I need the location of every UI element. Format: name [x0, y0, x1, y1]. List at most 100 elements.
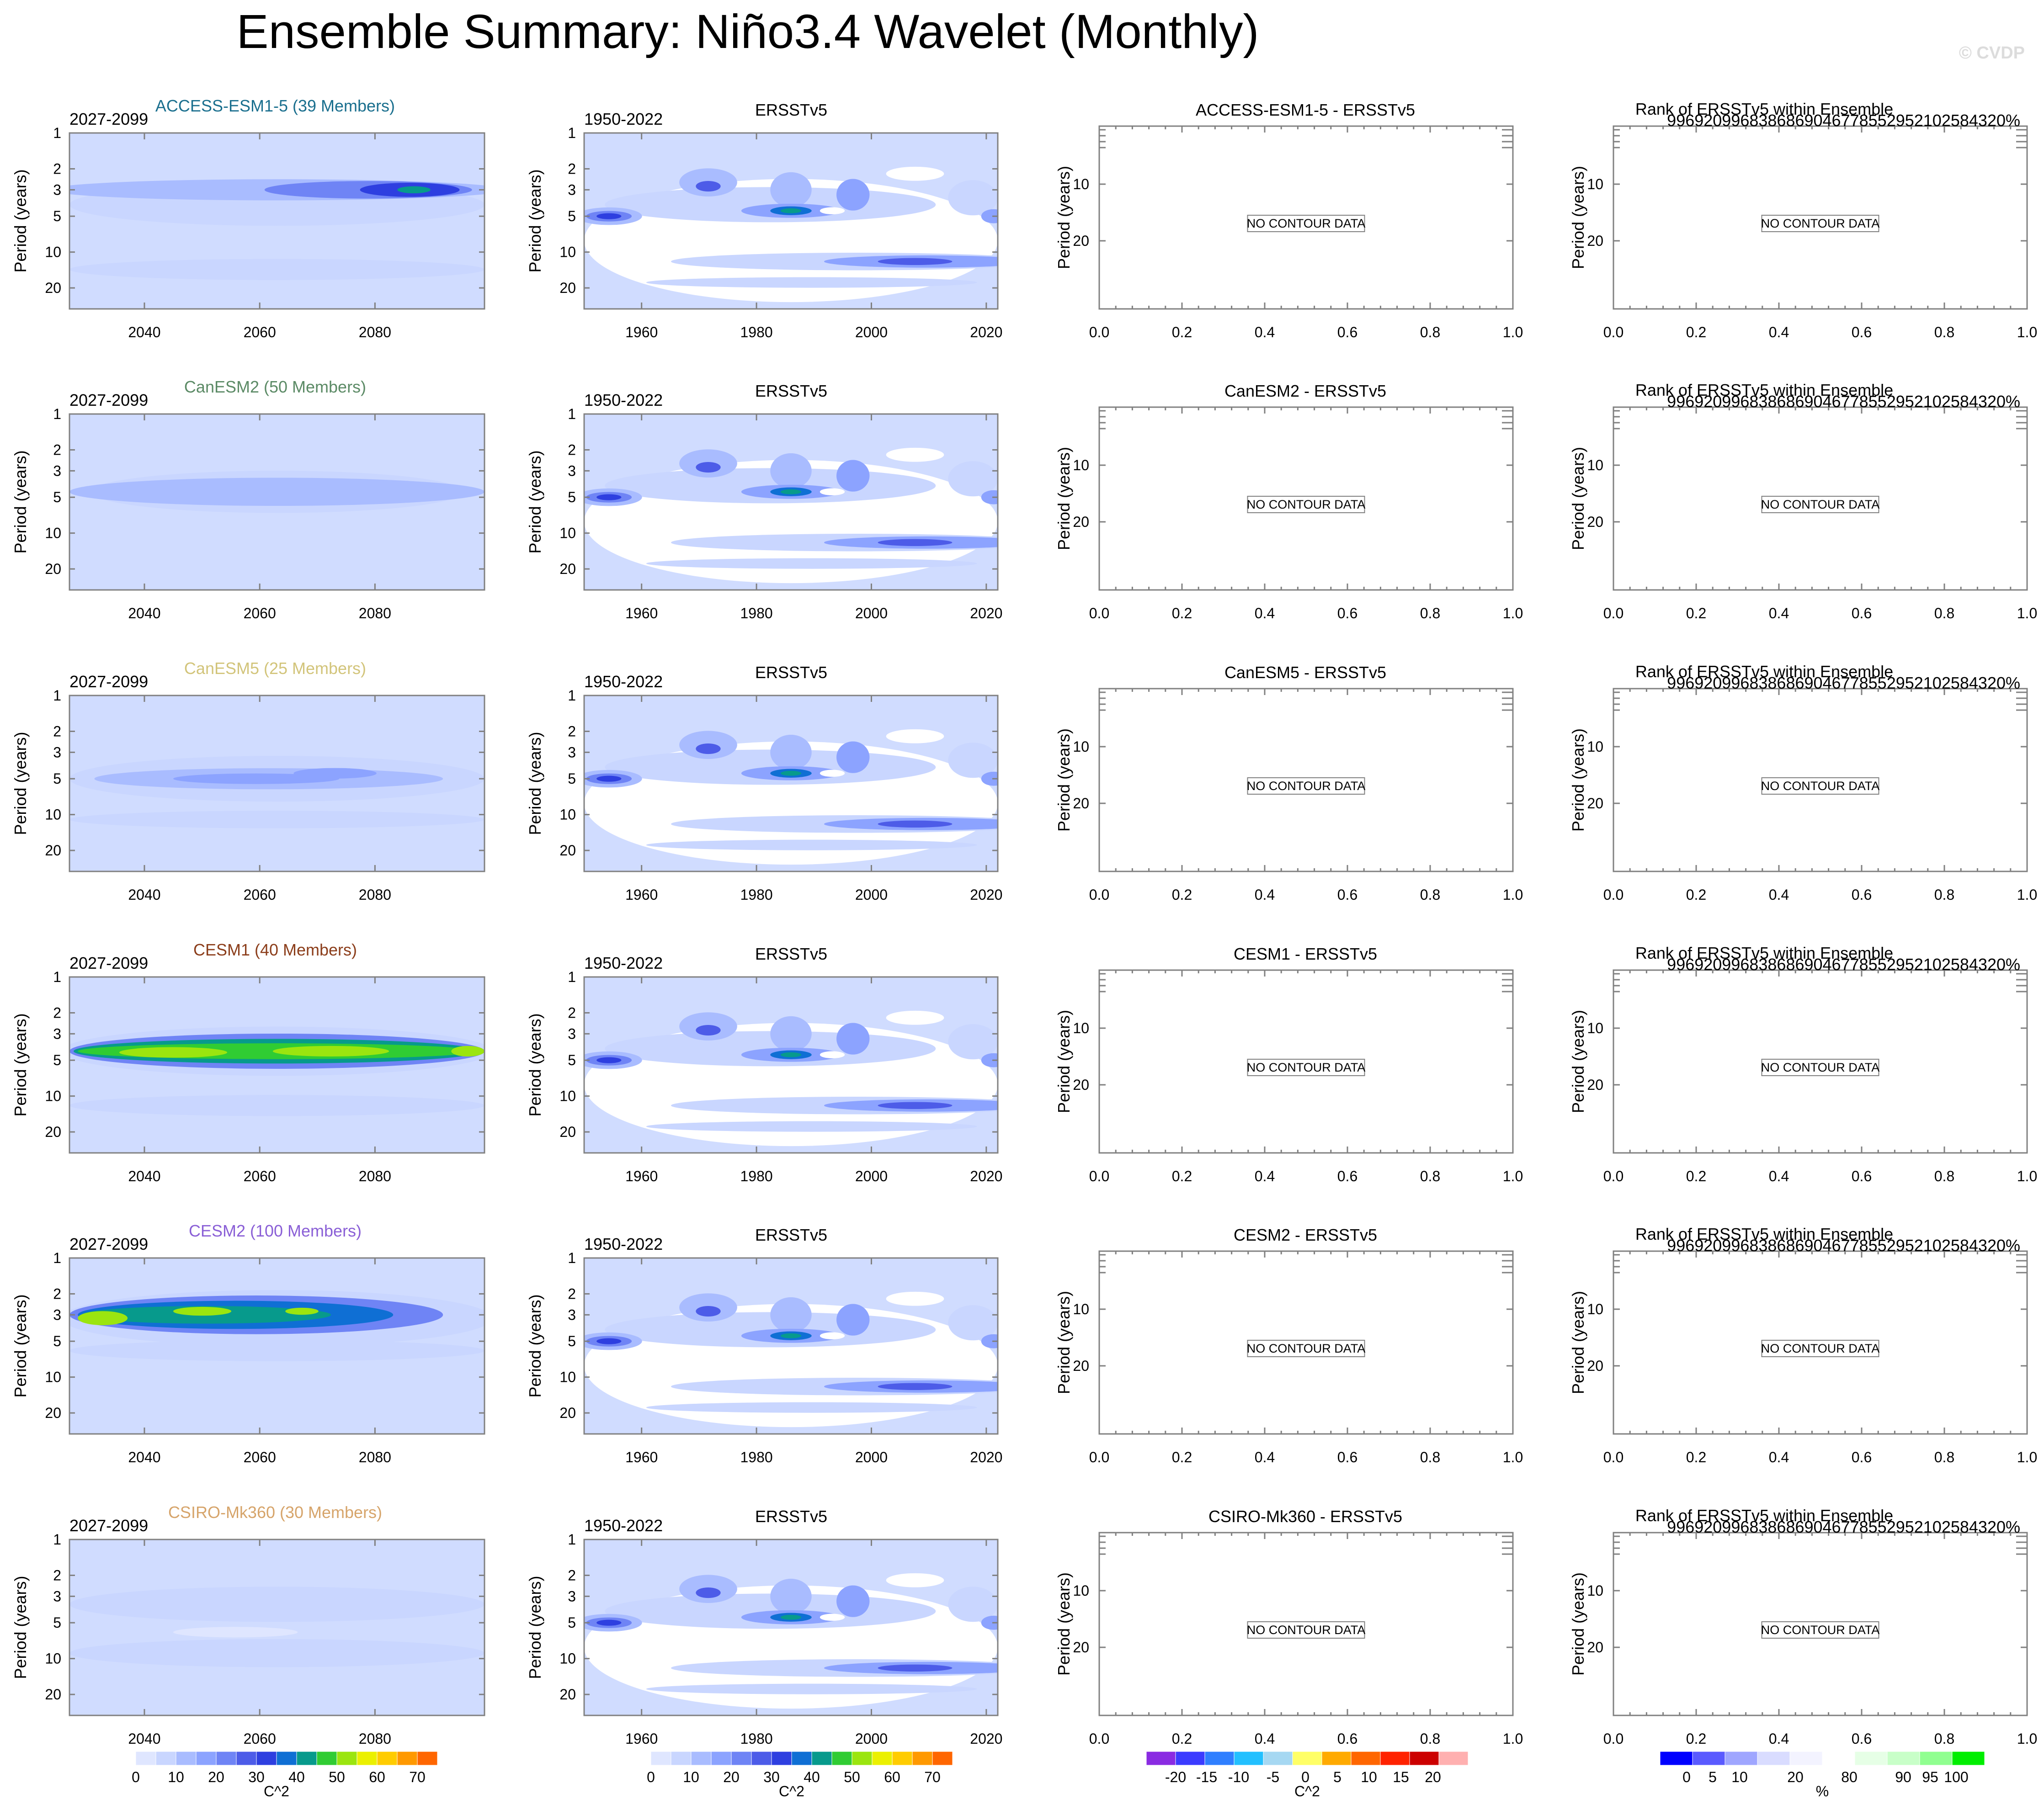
- model-wavelet-panel: ACCESS-ESM1-5 (39 Members) 2027-2099 1 2 3 5 1…: [11, 96, 485, 340]
- y-tick-label: 10: [1587, 738, 1603, 755]
- x-tick-label: 1.0: [1503, 605, 1523, 621]
- colorbar-label: 60: [369, 1769, 385, 1785]
- contour-region: [646, 1683, 977, 1694]
- contour-region: [780, 489, 802, 494]
- rank-panel: Rank of ERSSTv5 within Ensemble996920996…: [1569, 1506, 2037, 1747]
- model-title: CESM1 (40 Members): [193, 940, 357, 959]
- model-title: CanESM5 (25 Members): [184, 659, 366, 678]
- y-tick-label: 1: [53, 1531, 61, 1548]
- x-tick-label: 1.0: [2017, 605, 2037, 621]
- colorbar-label: 20: [208, 1769, 224, 1785]
- y-tick-label: 5: [568, 1614, 576, 1631]
- colorbar-swatch: [731, 1751, 752, 1766]
- y-axis-label: Period (years): [11, 732, 30, 835]
- contour-region: [285, 1307, 319, 1315]
- contour-region: [293, 768, 377, 779]
- no-contour-box: [1247, 777, 1365, 795]
- contour-region: [948, 180, 998, 216]
- y-tick-label: 2: [53, 723, 61, 739]
- colorbar-swatch: [256, 1751, 277, 1766]
- plot-frame: [583, 1257, 999, 1435]
- x-tick-label: 2060: [244, 1449, 276, 1465]
- colorbar-swatch: [650, 1751, 671, 1766]
- rank-percent: 20%: [1987, 1236, 2020, 1255]
- x-tick-label: 0.2: [1172, 605, 1192, 621]
- no-contour-label: NO CONTOUR DATA: [1247, 779, 1366, 793]
- contour-region: [696, 1306, 721, 1317]
- difference-title: CSIRO-Mk360 - ERSSTv5: [1208, 1507, 1402, 1526]
- rank-digits: 99692099683868690467785529521025843: [1667, 1518, 1987, 1536]
- x-tick-label: 1.0: [2017, 886, 2037, 903]
- colorbar-swatch: [1757, 1751, 1790, 1766]
- x-tick-label: 1.0: [1503, 886, 1523, 903]
- rank-values: 9969209968386869046778552952102584320%: [1667, 674, 2020, 692]
- contour-region: [836, 1023, 870, 1055]
- y-axis-label: Period (years): [526, 169, 544, 272]
- y-tick-label: 2: [568, 723, 576, 739]
- obs-years-label: 1950-2022: [584, 1516, 663, 1535]
- y-tick-label: 3: [53, 744, 61, 760]
- rank-digits: 99692099683868690467785529521025843: [1667, 674, 1987, 692]
- colorbar-swatch: [236, 1751, 257, 1766]
- colorbar-label: 30: [763, 1769, 780, 1785]
- colorbar-swatch: [1789, 1751, 1823, 1766]
- x-tick-label: 1980: [740, 1168, 772, 1184]
- colorbar-swatch: [771, 1751, 792, 1766]
- x-tick-label: 2020: [970, 605, 1002, 621]
- x-tick-label: 1960: [625, 1730, 658, 1747]
- colorbar-label: 5: [1333, 1769, 1341, 1785]
- contour-region: [820, 1332, 845, 1339]
- colorbar-swatch: [1321, 1751, 1352, 1766]
- y-tick-label: 20: [1073, 1077, 1089, 1093]
- colorbar-swatch: [892, 1751, 913, 1766]
- x-tick-label: 2040: [128, 1730, 160, 1747]
- x-tick-label: 2060: [244, 886, 276, 903]
- y-tick-label: 3: [568, 181, 576, 198]
- rank-percent: 20%: [1987, 1518, 2020, 1536]
- y-tick-label: 10: [45, 1088, 61, 1104]
- contour-region: [948, 1305, 998, 1341]
- row-access-esm1-5: ACCESS-ESM1-5 (39 Members) 2027-2099 1 2 3 5 1…: [11, 96, 2037, 340]
- model-years-label: 2027-2099: [69, 1235, 148, 1253]
- contour-region: [69, 1095, 484, 1116]
- colorbar-label: 10: [1731, 1769, 1748, 1785]
- contour-region: [696, 180, 721, 192]
- plot-frame: [1098, 688, 1514, 872]
- no-contour-label: NO CONTOUR DATA: [1247, 217, 1366, 230]
- y-tick-label: 20: [45, 1124, 61, 1140]
- plot-frame: [1613, 406, 2028, 591]
- y-tick-label: 10: [45, 244, 61, 260]
- x-tick-label: 0.4: [1255, 886, 1275, 903]
- y-tick-label: 20: [1073, 1639, 1089, 1656]
- x-tick-label: 1980: [740, 605, 772, 621]
- model-title: CESM2 (100 Members): [189, 1221, 362, 1240]
- x-tick-label: 0.2: [1172, 886, 1192, 903]
- contour-region: [878, 258, 953, 265]
- colorbar-swatch: [691, 1751, 712, 1766]
- contour-fill: [69, 1258, 484, 1434]
- rank-panel: Rank of ERSSTv5 within Ensemble996920996…: [1569, 100, 2037, 340]
- difference-panel: CanESM5 - ERSSTv5 10 20 0.0 0.2 0.4 0.6 0.8 1.0 P…: [1054, 663, 1523, 903]
- y-axis-label: Period (years): [1569, 728, 1587, 832]
- contour-region: [886, 1010, 944, 1025]
- y-tick-label: 2: [53, 1285, 61, 1302]
- y-tick-label: 10: [559, 1088, 576, 1104]
- y-tick-label: 5: [53, 489, 61, 505]
- no-contour-box: [1247, 1621, 1365, 1639]
- y-tick-label: 10: [45, 525, 61, 541]
- rank-title: Rank of ERSSTv5 within Ensemble: [1635, 662, 1893, 681]
- x-tick-label: 2020: [970, 1449, 1002, 1465]
- x-tick-label: 0.6: [1852, 324, 1872, 340]
- difference-title: ACCESS-ESM1-5 - ERSSTv5: [1196, 101, 1415, 119]
- x-tick-label: 2060: [244, 1730, 276, 1747]
- x-tick-label: 2000: [855, 1730, 888, 1747]
- rank-digits: 99692099683868690467785529521025843: [1667, 111, 1987, 130]
- y-tick-label: 20: [45, 561, 61, 577]
- no-contour-label: NO CONTOUR DATA: [1761, 1342, 1880, 1355]
- colorbar-label: 10: [683, 1769, 699, 1785]
- contour-region: [69, 1639, 484, 1667]
- contour-base: [69, 1539, 484, 1715]
- y-tick-label: 5: [53, 1614, 61, 1631]
- x-tick-label: 0.0: [1089, 886, 1109, 903]
